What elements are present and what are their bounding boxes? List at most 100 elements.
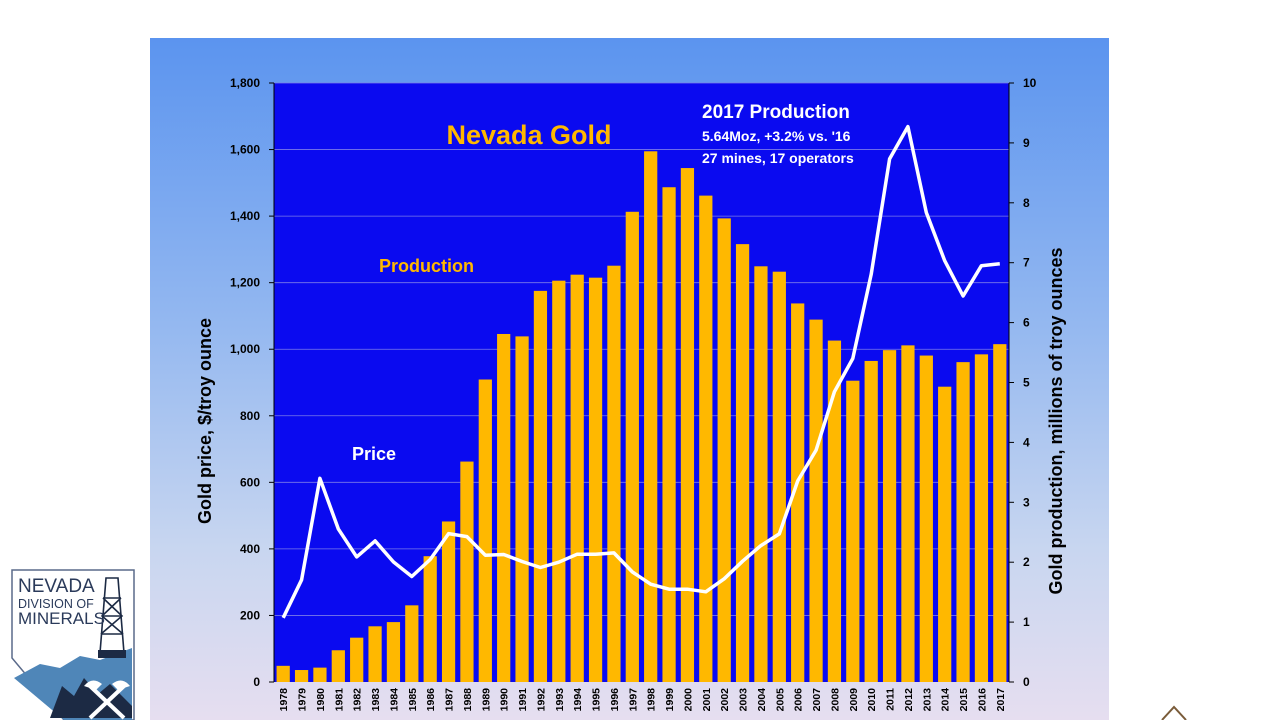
left-tick-label: 200 bbox=[240, 608, 260, 622]
chart-title: Nevada Gold bbox=[446, 120, 611, 150]
price-line bbox=[281, 124, 1000, 619]
left-tick-label: 400 bbox=[240, 542, 260, 556]
x-tick-label: 2017 bbox=[995, 688, 1007, 712]
x-tick-label: 2006 bbox=[793, 688, 805, 712]
x-tick-label: 1987 bbox=[444, 688, 456, 712]
x-tick-label: 1993 bbox=[554, 688, 566, 712]
x-tick-label: 2014 bbox=[940, 688, 952, 712]
x-tick-label: 1994 bbox=[572, 688, 584, 712]
production-bar bbox=[882, 350, 897, 682]
y-axis-right-label: Gold production, millions of troy ounces bbox=[1046, 247, 1066, 594]
production-bar bbox=[644, 151, 658, 682]
x-tick-label: 1979 bbox=[297, 688, 309, 712]
production-bar bbox=[846, 380, 860, 682]
production-bar bbox=[919, 355, 933, 682]
x-tick-label: 2000 bbox=[682, 688, 694, 712]
price-series-label: Price bbox=[352, 444, 396, 464]
left-tick-label: 1,000 bbox=[230, 342, 260, 356]
production-bar bbox=[533, 290, 548, 682]
x-tick-label: 2015 bbox=[958, 688, 970, 712]
x-tick-label: 2010 bbox=[866, 688, 878, 712]
x-tick-label: 2005 bbox=[774, 688, 786, 712]
production-bar bbox=[625, 211, 639, 682]
x-tick-label: 1991 bbox=[517, 688, 529, 712]
x-axis-ticks: 1978 1979 1980 1981 1982 1983 1984 1985 1986 1987… bbox=[278, 688, 1007, 712]
right-tick-label: 6 bbox=[1023, 316, 1030, 330]
left-tick-label: 1,200 bbox=[230, 276, 260, 290]
x-tick-label: 1995 bbox=[591, 688, 603, 712]
left-tick-label: 600 bbox=[240, 475, 260, 489]
production-bar bbox=[735, 244, 750, 683]
x-tick-label: 2011 bbox=[885, 688, 897, 711]
corner-arrow-icon bbox=[1161, 705, 1187, 720]
crossed-pickaxes-icon bbox=[88, 684, 126, 720]
chart-panel: 0 200 400 600 800 1,000 1,200 1,400 1,600 1,800 0… bbox=[150, 38, 1109, 720]
production-bar bbox=[938, 386, 952, 682]
right-tick-label: 7 bbox=[1023, 256, 1030, 270]
production-bar bbox=[515, 336, 529, 682]
x-tick-label: 2012 bbox=[903, 688, 915, 712]
x-tick-label: 1997 bbox=[627, 688, 639, 712]
x-tick-label: 1992 bbox=[535, 688, 547, 712]
x-tick-label: 2013 bbox=[921, 688, 933, 712]
x-tick-label: 1982 bbox=[352, 688, 364, 712]
x-tick-label: 2001 bbox=[701, 688, 713, 712]
production-bar bbox=[754, 266, 768, 682]
production-bar bbox=[680, 168, 695, 683]
production-bar bbox=[607, 265, 621, 682]
x-tick-label: 1998 bbox=[646, 688, 658, 712]
production-bar bbox=[791, 303, 805, 682]
nevada-division-of-minerals-logo: NEVADA DIVISION OF MINERALS bbox=[11, 569, 135, 720]
right-tick-label: 10 bbox=[1023, 76, 1037, 90]
x-tick-label: 1990 bbox=[499, 688, 511, 712]
left-tick-label: 1,600 bbox=[230, 143, 260, 157]
production-bar bbox=[974, 354, 989, 682]
production-bar bbox=[368, 626, 382, 682]
production-bar bbox=[478, 379, 492, 682]
right-tick-label: 0 bbox=[1023, 675, 1030, 689]
production-bar bbox=[699, 195, 713, 682]
gold-chart: 0 200 400 600 800 1,000 1,200 1,400 1,600 1,800 0… bbox=[195, 76, 1066, 712]
x-tick-label: 2007 bbox=[811, 688, 823, 712]
production-bar bbox=[827, 340, 842, 682]
left-axis-ticks: 0 200 400 600 800 1,000 1,200 1,400 1,600 1,800 bbox=[230, 76, 275, 689]
right-tick-label: 1 bbox=[1023, 615, 1030, 629]
production-bars bbox=[276, 151, 1007, 683]
production-bar bbox=[662, 187, 676, 682]
logo-line-division: DIVISION OF bbox=[18, 597, 94, 611]
plot-area bbox=[274, 83, 1009, 682]
production-bar bbox=[460, 461, 474, 682]
production-series-label: Production bbox=[379, 256, 474, 276]
production-bar bbox=[276, 665, 290, 682]
right-tick-label: 2 bbox=[1023, 555, 1030, 569]
right-tick-label: 8 bbox=[1023, 196, 1030, 210]
gridlines bbox=[274, 82, 1009, 616]
x-tick-label: 1978 bbox=[278, 688, 290, 712]
x-tick-label: 2008 bbox=[829, 688, 841, 712]
production-bar bbox=[552, 280, 566, 682]
left-tick-label: 1,800 bbox=[230, 76, 260, 90]
x-tick-label: 1986 bbox=[425, 688, 437, 712]
x-tick-label: 2004 bbox=[756, 688, 768, 712]
production-bar bbox=[313, 667, 327, 682]
logo-line-minerals: MINERALS bbox=[18, 609, 105, 628]
production-bar bbox=[386, 622, 401, 682]
logo-line-nevada: NEVADA bbox=[18, 576, 95, 597]
x-tick-label: 1983 bbox=[370, 688, 382, 712]
production-bar bbox=[350, 637, 364, 682]
x-tick-label: 2009 bbox=[848, 688, 860, 712]
production-bar bbox=[864, 360, 878, 682]
production-bar bbox=[901, 345, 915, 682]
right-tick-label: 9 bbox=[1023, 136, 1030, 150]
annotation-line1: 5.64Moz, +3.2% vs. '16 bbox=[702, 128, 851, 144]
x-tick-label: 2016 bbox=[976, 688, 988, 712]
x-tick-label: 1996 bbox=[609, 688, 621, 712]
right-tick-label: 3 bbox=[1023, 495, 1030, 509]
left-tick-label: 800 bbox=[240, 409, 260, 423]
production-bar bbox=[497, 333, 511, 682]
x-tick-label: 1980 bbox=[315, 688, 327, 712]
left-tick-label: 1,400 bbox=[230, 209, 260, 223]
right-tick-label: 4 bbox=[1023, 435, 1030, 449]
production-bar bbox=[570, 274, 584, 682]
production-bar bbox=[405, 605, 419, 682]
